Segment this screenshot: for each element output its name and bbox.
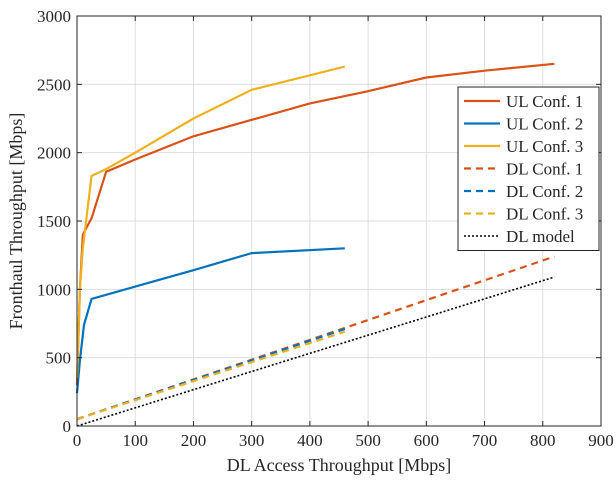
x-tick-label-0: 0	[73, 431, 82, 450]
legend-label-3: DL Conf. 1	[506, 160, 583, 179]
y-tick-label-5: 2500	[37, 75, 71, 94]
x-tick-label-2: 200	[181, 431, 207, 450]
x-tick-label-1: 100	[122, 431, 148, 450]
y-tick-label-0: 0	[63, 417, 72, 436]
legend-label-4: DL Conf. 2	[506, 182, 583, 201]
x-tick-label-4: 400	[297, 431, 323, 450]
series-lines	[75, 62, 555, 427]
x-axis-label: DL Access Throughput [Mbps]	[227, 455, 451, 475]
x-tick-label-3: 300	[239, 431, 265, 450]
series-line-ul-conf-2	[75, 247, 345, 394]
x-tick-label-6: 600	[414, 431, 440, 450]
series-line-dl-conf-3	[76, 330, 346, 421]
x-tick-label-7: 700	[472, 431, 498, 450]
series-line-dl-model	[76, 276, 555, 427]
axis-ticks: 0 100 200 300 400 500 600 700 800 900 0 500 1000 1500…	[37, 7, 614, 450]
y-axis-label: Fronthaul Throughput [Mbps]	[6, 113, 26, 330]
y-tick-label-1: 500	[46, 349, 72, 368]
y-tick-label-3: 1500	[37, 212, 71, 231]
x-tick-label-8: 800	[530, 431, 556, 450]
x-tick-label-5: 500	[355, 431, 381, 450]
x-tick-label-9: 900	[588, 431, 614, 450]
legend: UL Conf. 1 UL Conf. 2 UL Conf. 3 DL Conf. 1…	[457, 86, 600, 251]
series-line-ul-conf-1	[75, 62, 555, 386]
legend-label-1: UL Conf. 2	[506, 115, 583, 134]
y-tick-label-6: 3000	[37, 7, 71, 26]
legend-label-2: UL Conf. 3	[506, 137, 583, 156]
legend-label-6: DL model	[506, 227, 575, 246]
y-tick-label-4: 2000	[37, 144, 71, 163]
y-tick-label-2: 1000	[37, 280, 71, 299]
legend-label-0: UL Conf. 1	[506, 92, 583, 111]
legend-label-5: DL Conf. 3	[506, 205, 583, 224]
series-line-ul-conf-3	[75, 65, 346, 379]
